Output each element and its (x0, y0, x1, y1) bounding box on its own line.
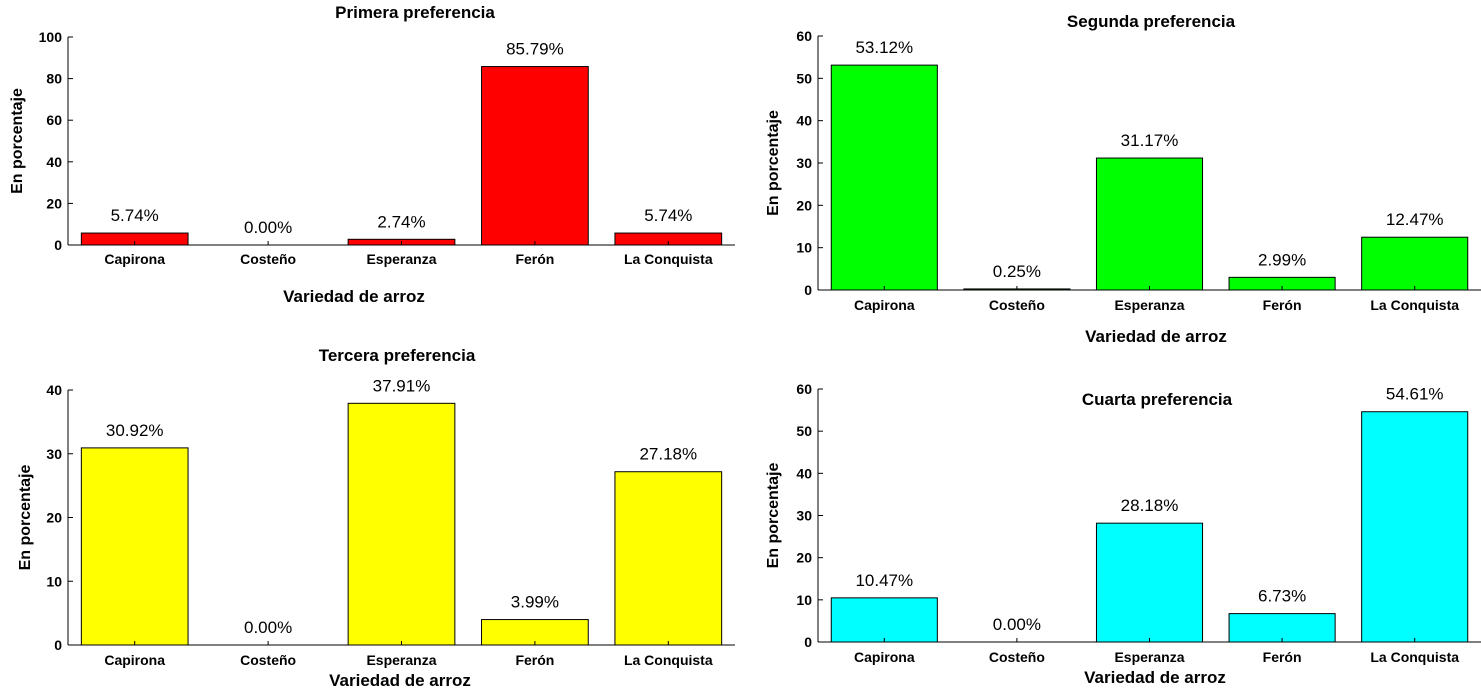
bar-4 (1228, 613, 1336, 643)
data-label: 5.74% (644, 206, 692, 225)
x-tick-label: Costeño (240, 652, 296, 668)
chart-title: Cuarta preferencia (1082, 390, 1233, 409)
bar-5 (1361, 411, 1469, 643)
x-tick-label: Costeño (240, 251, 296, 267)
x-tick-label: Ferón (1263, 649, 1302, 665)
x-tick-label: La Conquista (624, 251, 713, 267)
chart-panel-2: Segunda preferencia 53.12% Capirona 0.25% Co… (765, 12, 1481, 346)
data-label: 6.73% (1258, 587, 1306, 606)
y-tick-label: 10 (796, 240, 812, 256)
y-axis-label: En porcentaje (765, 110, 782, 216)
y-tick-label: 20 (796, 197, 812, 213)
y-tick-label: 40 (796, 113, 812, 129)
y-tick-label: 30 (796, 508, 812, 524)
x-tick-label: Esperanza (1114, 297, 1184, 313)
bar-5 (614, 471, 723, 646)
bar-4 (481, 66, 589, 246)
y-axis-label: En porcentaje (765, 463, 782, 569)
y-tick-label: 20 (46, 195, 62, 211)
data-label: 53.12% (855, 38, 913, 57)
y-tick-label: 60 (46, 112, 62, 128)
y-tick-label: 40 (796, 465, 812, 481)
data-label: 54.61% (1386, 385, 1444, 404)
chart-panel-1: Primera preferencia 5.74% Capirona 0.00% Cos… (9, 3, 735, 306)
chart-title: Primera preferencia (335, 3, 495, 22)
data-label: 2.74% (377, 212, 425, 231)
y-tick-label: 20 (796, 550, 812, 566)
x-tick-label: Esperanza (366, 652, 436, 668)
x-axis-label: Variedad de arroz (283, 287, 425, 306)
x-tick-label: Ferón (515, 251, 554, 267)
data-label: 3.99% (511, 593, 559, 612)
y-tick-label: 30 (796, 155, 812, 171)
bar-1 (80, 447, 189, 646)
x-tick-label: Ferón (515, 652, 554, 668)
y-tick-label: 10 (46, 573, 62, 589)
x-tick-label: La Conquista (1370, 649, 1459, 665)
chart-panel-4: Cuarta preferencia 10.47% Capirona 0.00% Cos… (765, 381, 1481, 687)
data-label: 27.18% (639, 445, 697, 464)
x-axis-label: Variedad de arroz (1085, 327, 1227, 346)
data-label: 10.47% (855, 571, 913, 590)
x-axis-label: Variedad de arroz (329, 671, 471, 690)
y-tick-label: 80 (46, 71, 62, 87)
y-tick-label: 50 (796, 70, 812, 86)
y-tick-label: 10 (796, 592, 812, 608)
bar-1 (830, 64, 938, 291)
data-label: 37.91% (373, 376, 431, 395)
data-label: 30.92% (106, 421, 164, 440)
bar-3 (347, 402, 456, 646)
data-label: 0.00% (993, 615, 1041, 634)
y-tick-label: 0 (54, 637, 62, 653)
y-tick-label: 60 (796, 28, 812, 44)
x-tick-label: La Conquista (1370, 297, 1459, 313)
x-tick-label: Capirona (854, 297, 915, 313)
bar-1 (830, 597, 938, 643)
x-tick-label: Capirona (854, 649, 915, 665)
y-tick-label: 60 (796, 381, 812, 397)
y-tick-label: 100 (39, 29, 63, 45)
y-axis-label: En porcentaje (17, 465, 34, 571)
x-tick-label: Ferón (1263, 297, 1302, 313)
data-label: 31.17% (1121, 131, 1179, 150)
y-tick-label: 20 (46, 510, 62, 526)
data-label: 2.99% (1258, 250, 1306, 269)
chart-title: Segunda preferencia (1067, 12, 1236, 31)
bar-5 (1361, 236, 1469, 291)
chart-title: Tercera preferencia (319, 346, 476, 365)
y-tick-label: 30 (46, 446, 62, 462)
data-label: 12.47% (1386, 210, 1444, 229)
y-tick-label: 0 (804, 634, 812, 650)
x-tick-label: Capirona (104, 251, 165, 267)
y-tick-label: 40 (46, 154, 62, 170)
x-tick-label: Esperanza (1114, 649, 1184, 665)
x-axis-label: Variedad de arroz (1084, 668, 1226, 687)
x-tick-label: Costeño (989, 297, 1045, 313)
data-label: 28.18% (1121, 496, 1179, 515)
bar-4 (481, 619, 589, 646)
x-tick-label: Capirona (104, 652, 165, 668)
data-label: 0.00% (244, 618, 292, 637)
data-label: 0.00% (244, 218, 292, 237)
data-label: 85.79% (506, 40, 564, 59)
y-tick-label: 50 (796, 423, 812, 439)
y-axis-label: En porcentaje (9, 88, 26, 194)
bar-3 (1095, 157, 1204, 291)
x-tick-label: Esperanza (366, 251, 436, 267)
x-tick-label: La Conquista (624, 652, 713, 668)
y-tick-label: 0 (54, 237, 62, 253)
x-tick-label: Costeño (989, 649, 1045, 665)
chart-panel-3: Tercera preferencia 30.92% Capirona 0.00% Co… (17, 346, 735, 690)
y-tick-label: 40 (46, 382, 62, 398)
bar-3 (1095, 522, 1204, 643)
data-label: 0.25% (993, 262, 1041, 281)
data-label: 5.74% (111, 206, 159, 225)
y-tick-label: 0 (804, 282, 812, 298)
